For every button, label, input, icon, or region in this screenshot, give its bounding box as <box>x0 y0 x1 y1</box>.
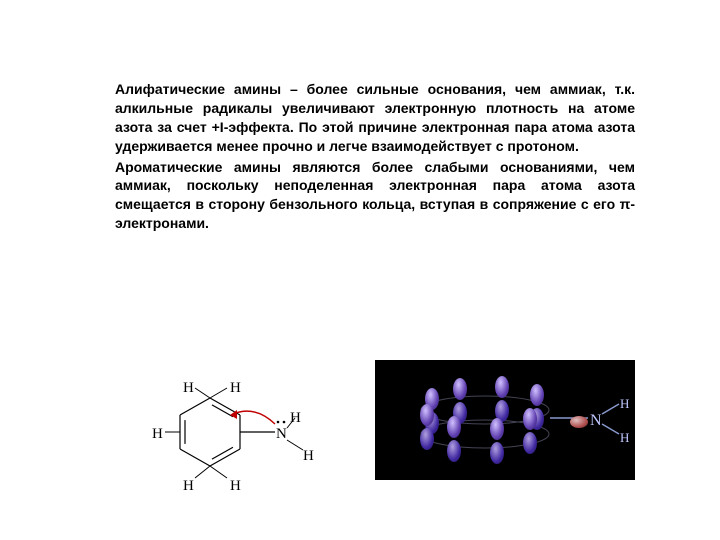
aniline-structure-diagram: HHHHHHHN <box>115 360 335 500</box>
figures-row: HHHHHHHN NHH <box>115 360 635 500</box>
atom-h-label: H <box>303 448 314 465</box>
atom-h-label: H <box>620 396 629 412</box>
p-orbital-top <box>420 404 434 426</box>
atom-h-label: H <box>152 426 163 443</box>
atom-h-label: H <box>183 478 194 495</box>
text-block: Алифатические амины – более сильные осно… <box>115 80 635 233</box>
p-orbital-bottom <box>523 432 537 454</box>
atom-h-label: H <box>620 430 629 446</box>
atom-n-label: N <box>590 412 602 430</box>
atom-h-label: H <box>290 410 301 427</box>
p-orbital-top <box>490 418 504 440</box>
p-orbital-top <box>453 378 467 400</box>
paragraph-aromatic: Ароматические амины являются более слабы… <box>115 158 635 234</box>
paragraph-aliphatic: Алифатические амины – более сильные осно… <box>115 80 635 156</box>
p-orbital-top <box>523 408 537 430</box>
p-orbital-bottom <box>420 428 434 450</box>
p-orbital-bottom <box>490 442 504 464</box>
n-lone-pair-lobe <box>570 416 588 428</box>
atom-h-label: H <box>183 380 194 397</box>
atom-h-label: H <box>230 478 241 495</box>
p-orbital-top <box>530 384 544 406</box>
p-orbital-bottom <box>447 440 461 462</box>
aniline-svg <box>115 360 335 500</box>
benzene-pi-orbital-diagram: N H H <box>375 360 635 480</box>
atom-h-label: H <box>230 380 241 397</box>
atom-n-label: N <box>276 426 287 443</box>
p-orbital-top <box>495 376 509 398</box>
p-orbital-top <box>447 416 461 438</box>
